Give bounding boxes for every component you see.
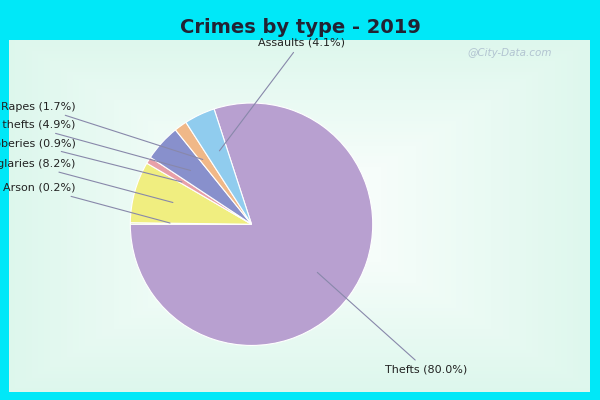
Text: Arson (0.2%): Arson (0.2%)	[3, 183, 170, 223]
Text: Assaults (4.1%): Assaults (4.1%)	[220, 38, 344, 151]
Wedge shape	[130, 103, 373, 346]
Wedge shape	[147, 157, 251, 224]
Text: Burglaries (8.2%): Burglaries (8.2%)	[0, 159, 173, 202]
Text: Thefts (80.0%): Thefts (80.0%)	[317, 272, 467, 375]
Text: Robberies (0.9%): Robberies (0.9%)	[0, 138, 182, 182]
Wedge shape	[186, 109, 251, 224]
Text: Auto thefts (4.9%): Auto thefts (4.9%)	[0, 120, 191, 170]
Wedge shape	[130, 163, 251, 224]
Wedge shape	[175, 122, 251, 224]
Wedge shape	[130, 223, 251, 224]
Text: @City-Data.com: @City-Data.com	[467, 48, 552, 58]
Text: Rapes (1.7%): Rapes (1.7%)	[1, 102, 203, 160]
Wedge shape	[151, 130, 251, 224]
Text: Crimes by type - 2019: Crimes by type - 2019	[179, 18, 421, 37]
